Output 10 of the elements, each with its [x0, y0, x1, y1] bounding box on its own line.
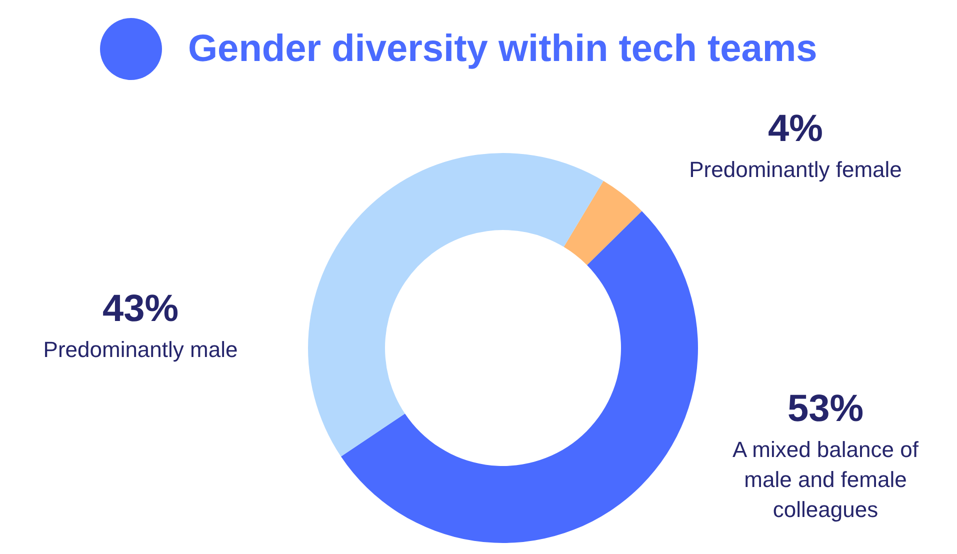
chart-title: Gender diversity within tech teams — [188, 28, 818, 70]
data-label: 4% — [767, 108, 824, 151]
slice-label: Predominantly female — [688, 156, 903, 184]
donut-slice — [340, 211, 698, 543]
data-label: 53% — [786, 388, 865, 431]
donut-slice — [308, 153, 604, 456]
slice-label: Predominantly male — [42, 336, 239, 364]
slice-label: A mixed balance of male and female colleagues — [732, 436, 920, 524]
donut-slice — [564, 180, 642, 266]
data-label: 43% — [101, 288, 180, 331]
